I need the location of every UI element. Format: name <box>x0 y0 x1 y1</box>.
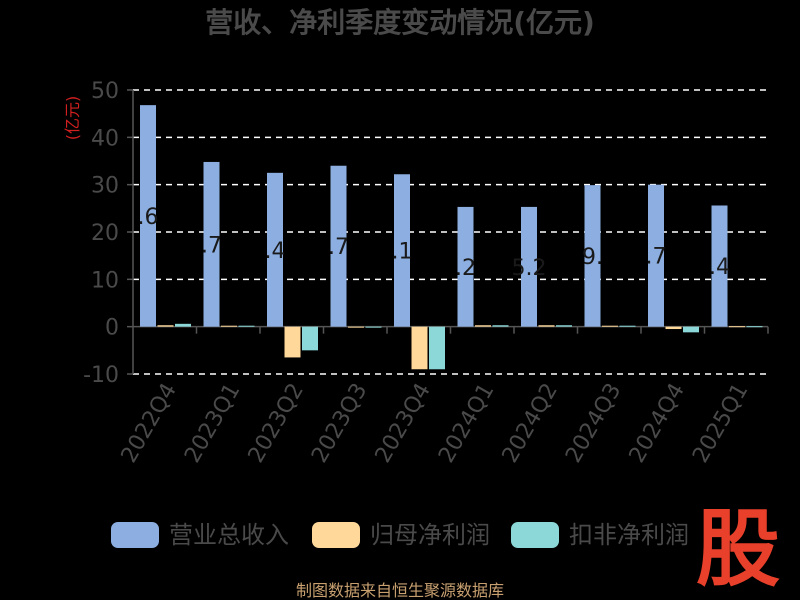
bar <box>556 325 572 327</box>
bar <box>394 174 410 327</box>
legend-swatch <box>111 522 159 548</box>
bar <box>365 326 382 328</box>
bars <box>140 105 763 370</box>
x-tick-label: 2023Q4 <box>371 379 436 467</box>
legend: 营业总收入 归母净利润 扣非净利润 <box>111 521 689 549</box>
y-tick-label: 50 <box>91 79 119 104</box>
x-tick-label: 2023Q1 <box>180 379 245 467</box>
bar <box>648 184 664 327</box>
y-tick-label: 0 <box>105 316 119 341</box>
data-label: .7 <box>328 235 349 260</box>
bar <box>429 326 445 370</box>
data-label: .1 <box>392 239 413 264</box>
x-tick-label: 2024Q4 <box>625 379 690 467</box>
x-tick-labels: 2022Q42023Q12023Q22023Q32023Q42024Q12024… <box>117 379 754 467</box>
data-label: .6 <box>138 205 159 230</box>
x-tick-label: 2024Q1 <box>434 379 499 467</box>
data-labels: .6 .7 .4 .7 .1 .2 5.2 9. .7 .4 <box>138 205 731 281</box>
y-tick-labels: -10 0 10 20 30 40 50 <box>83 79 119 388</box>
bar <box>665 326 682 330</box>
bar <box>348 326 364 328</box>
data-label: .4 <box>709 255 730 280</box>
source-note: 制图数据来自恒生聚源数据库 <box>296 581 504 600</box>
bar <box>238 325 255 327</box>
data-label: .4 <box>265 239 286 264</box>
y-axis-label: (亿元) <box>63 96 82 141</box>
bar <box>538 325 555 327</box>
bar <box>619 325 636 327</box>
legend-label: 扣非净利润 <box>569 521 689 549</box>
y-tick-label: 40 <box>91 126 119 151</box>
bar <box>584 185 601 327</box>
data-label: 9. <box>582 245 603 270</box>
legend-label: 营业总收入 <box>169 521 289 549</box>
bar <box>729 326 745 328</box>
bar <box>492 325 509 327</box>
bar <box>457 206 474 327</box>
y-tick-label: 10 <box>91 268 119 293</box>
x-tick-label: 2024Q2 <box>498 379 563 467</box>
bar <box>711 205 728 327</box>
x-tick-label: 2023Q2 <box>244 379 309 467</box>
x-tick-label: 2025Q1 <box>688 379 753 467</box>
bar <box>602 325 618 327</box>
bar <box>683 326 699 333</box>
bar <box>203 161 220 327</box>
x-tick-label: 2022Q4 <box>117 379 182 467</box>
data-label: .2 <box>455 256 476 281</box>
bar <box>157 325 174 327</box>
legend-swatch <box>312 522 360 548</box>
brand-logo: 股 <box>696 500 780 598</box>
y-tick-label: 30 <box>91 174 119 199</box>
bar <box>175 323 191 327</box>
bar <box>521 206 537 327</box>
bar <box>140 105 156 327</box>
bar <box>411 326 428 370</box>
y-tick-label: 20 <box>91 221 119 246</box>
x-tick-label: 2023Q3 <box>307 379 372 467</box>
bar <box>221 325 237 327</box>
bar <box>475 325 491 327</box>
chart-title: 营收、净利季度变动情况(亿元) <box>205 6 595 39</box>
bar <box>302 326 318 351</box>
data-label: .7 <box>201 233 222 258</box>
bar <box>267 172 283 327</box>
legend-label: 归母净利润 <box>370 521 490 549</box>
legend-swatch <box>511 522 559 548</box>
x-tick-label: 2024Q3 <box>561 379 626 467</box>
data-label: 5.2 <box>512 256 547 281</box>
bar <box>746 326 763 328</box>
y-tick-label: -10 <box>83 363 119 388</box>
bar <box>284 326 301 358</box>
data-label: .7 <box>646 245 667 270</box>
bar <box>330 165 347 327</box>
